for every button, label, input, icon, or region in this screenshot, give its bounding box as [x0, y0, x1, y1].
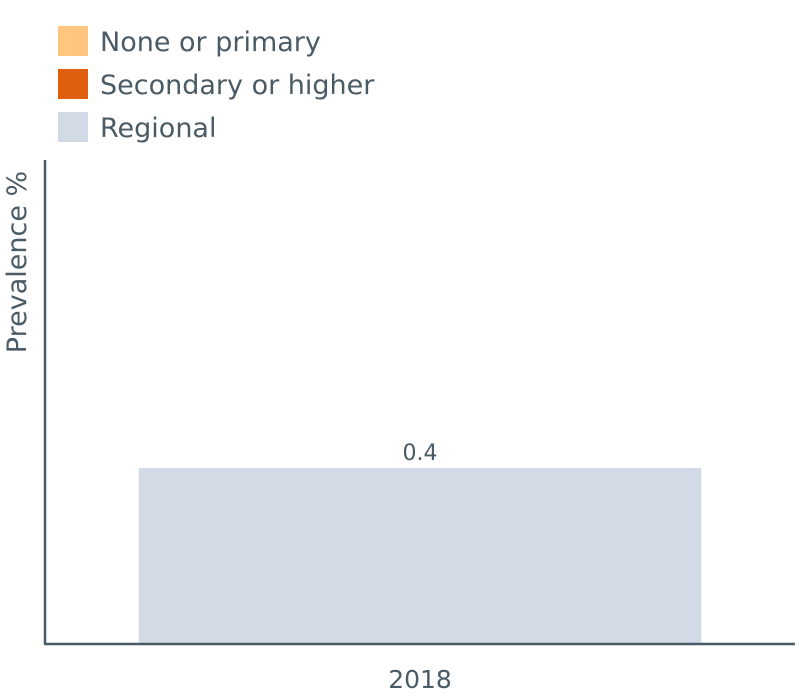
legend: None or primary Secondary or higher Region… — [58, 26, 375, 144]
legend-swatch-1 — [58, 69, 88, 99]
legend-label-0: None or primary — [100, 27, 321, 58]
legend-swatch-2 — [58, 112, 88, 142]
legend-label-2: Regional — [100, 113, 216, 144]
legend-label-1: Secondary or higher — [100, 70, 375, 101]
x-tick-label-0: 2018 — [388, 665, 452, 694]
bars — [138, 468, 702, 644]
bar-0-0 — [138, 468, 702, 644]
legend-swatch-0 — [58, 26, 88, 56]
x-tick-labels: 2018 — [388, 665, 452, 694]
y-axis-label: Prevalence % — [2, 171, 33, 353]
data-labels: 0.4 — [403, 441, 438, 466]
data-label-0-0: 0.4 — [403, 441, 438, 466]
